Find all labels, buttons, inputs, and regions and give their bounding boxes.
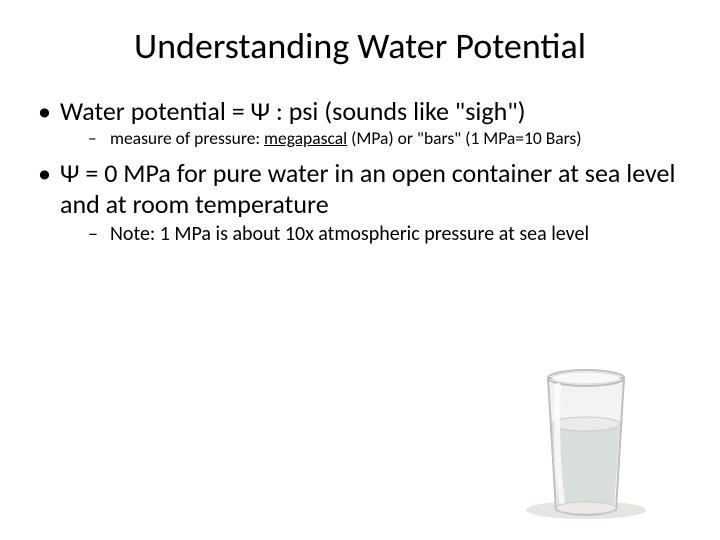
- slide-title: Understanding Water Potential: [28, 24, 692, 68]
- bullet-list: Water potential = Ψ : psi (sounds like "…: [28, 96, 692, 247]
- bullet-1-sub-underline: megapascal: [264, 127, 347, 149]
- glass-icon: [508, 360, 664, 522]
- bullet-2: Ψ = 0 MPa for pure water in an open cont…: [38, 158, 692, 247]
- bullet-2-sub: Note: 1 MPa is about 10x atmospheric pre…: [88, 221, 692, 247]
- bullet-1-sub-pre: measure of pressure:: [110, 127, 264, 149]
- slide-container: Understanding Water Potential Water pote…: [0, 0, 720, 540]
- bullet-2-sublist: Note: 1 MPa is about 10x atmospheric pre…: [60, 221, 692, 247]
- bullet-2-sub-text: Note: 1 MPa is about 10x atmospheric pre…: [110, 222, 589, 246]
- bullet-1: Water potential = Ψ : psi (sounds like "…: [38, 96, 692, 150]
- bullet-2-text: Ψ = 0 MPa for pure water in an open cont…: [60, 157, 675, 221]
- glass-of-water-image: [508, 360, 664, 522]
- bullet-1-sub: measure of pressure: megapascal (MPa) or…: [88, 128, 692, 150]
- bullet-1-text: Water potential = Ψ : psi (sounds like "…: [60, 95, 526, 127]
- bullet-1-sub-after: (MPa) or "bars" (1 MPa=10 Bars): [347, 127, 581, 149]
- bullet-1-sublist: measure of pressure: megapascal (MPa) or…: [60, 128, 692, 150]
